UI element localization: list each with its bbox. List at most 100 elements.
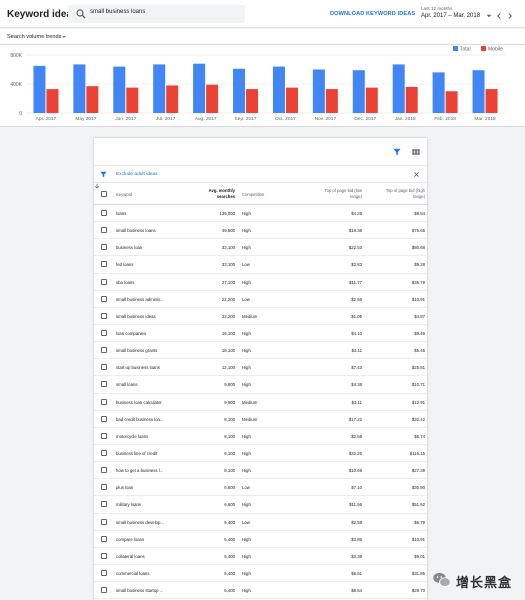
table-row[interactable]: business loan 33,100 High $22.53 $80.68	[94, 239, 427, 257]
dropdown-arrow-icon[interactable]	[61, 34, 67, 40]
keyword-cell: sba loans	[116, 279, 135, 285]
bar-total	[153, 64, 166, 113]
volume-cell: 5,400	[224, 588, 235, 594]
row-checkbox[interactable]	[101, 484, 107, 491]
row-checkbox[interactable]	[101, 347, 107, 354]
volume-cell: 33,100	[221, 262, 235, 268]
bar-mobile	[86, 86, 99, 113]
bid-high-cell: $29.70	[411, 588, 425, 594]
competition-cell: Medium	[242, 416, 258, 422]
bar-mobile	[206, 84, 219, 113]
column-header-bid-low[interactable]: Top of page bid (low range)	[308, 188, 362, 199]
volume-cell: 9,900	[224, 382, 235, 388]
row-checkbox[interactable]	[101, 415, 107, 422]
columns-icon[interactable]	[412, 148, 420, 156]
competition-cell: High	[242, 433, 251, 439]
column-header-keyword[interactable]: Keyword	[116, 192, 133, 197]
table-row[interactable]: loan companies 18,100 High $4.10 $9.49	[94, 325, 427, 343]
bid-low-cell: $7.10	[351, 485, 362, 491]
chevron-down-icon[interactable]	[485, 12, 493, 20]
date-range-value[interactable]: Apr. 2017 – Mar. 2018	[421, 13, 481, 19]
competition-cell: Low	[242, 296, 250, 302]
keyword-cell: business loan	[116, 245, 143, 251]
competition-cell: High	[242, 211, 251, 216]
row-checkbox[interactable]	[101, 278, 107, 285]
table-row[interactable]: small business adminis... 22,200 Low $2.58 $…	[94, 291, 427, 308]
table-row[interactable]: how to get a business l... 8,100 High $10.6…	[94, 462, 427, 480]
column-header-volume[interactable]: Avg. monthly searches	[190, 188, 235, 199]
table-row[interactable]: motorcycle loans 8,100 High $2.58 $8.74	[94, 428, 427, 445]
row-checkbox[interactable]	[101, 312, 107, 319]
row-checkbox[interactable]	[101, 432, 107, 439]
table-row[interactable]: small business grants 18,100 High $3.11 $6.4…	[94, 342, 427, 360]
table-row[interactable]: small business loans 49,500 High $19.36 $75.…	[94, 222, 427, 240]
row-checkbox[interactable]	[101, 449, 107, 456]
table-row[interactable]: small business startup ... 5,400 High $8.54…	[94, 582, 427, 600]
keyword-cell: collateral loans	[116, 553, 145, 559]
table-row[interactable]: sba loans 27,100 High $11.77 $35.78	[94, 274, 427, 291]
bid-high-cell: $9.01	[414, 553, 425, 559]
column-header-bid-high[interactable]: Top of page bid (high range)	[369, 188, 425, 199]
sort-arrow-icon[interactable]	[94, 183, 100, 189]
search-input[interactable]: small business loans	[68, 5, 245, 23]
bar-mobile	[246, 89, 259, 113]
table-row[interactable]: bad credit business loa... 8,100 Medium $17…	[94, 411, 427, 428]
keyword-cell: compare loans	[116, 536, 145, 542]
volume-cell: 8,100	[224, 416, 235, 422]
bar-chart: 0 400K 800K Total Mobile Apr. 2017 May 2017 Jun…	[10, 46, 505, 122]
row-checkbox[interactable]	[101, 381, 107, 388]
row-checkbox[interactable]	[101, 569, 107, 576]
table-row[interactable]: compare loans 5,400 High $3.86 $10.91	[94, 531, 427, 548]
row-checkbox[interactable]	[101, 535, 107, 542]
bar-total	[233, 68, 246, 113]
search-volume-trends-select[interactable]: Search volume trends	[7, 34, 62, 40]
row-checkbox[interactable]	[101, 501, 107, 508]
legend-label: Mobile	[488, 47, 503, 53]
keyword-cell: commercial loans	[116, 570, 150, 576]
row-checkbox[interactable]	[101, 467, 107, 474]
bid-low-cell: $22.53	[348, 245, 362, 251]
row-checkbox[interactable]	[101, 295, 107, 302]
table-row[interactable]: commercial loans 5,400 High $8.61 $31.85	[94, 565, 427, 583]
table-row[interactable]: plus loan 6,600 Low $7.10 $30.90	[94, 479, 427, 497]
row-checkbox[interactable]	[101, 329, 107, 336]
row-checkbox[interactable]	[101, 587, 107, 594]
table-row[interactable]: small business ideas 22,200 Medium $1.05 $4.…	[94, 308, 427, 325]
table-row[interactable]: business loan calculator 9,900 Medium $3.11…	[94, 394, 427, 411]
top-bar: Keyword ideas small business loans DOWNL…	[0, 0, 525, 28]
table-row[interactable]: business line of credit 8,100 High $32.26 $1…	[94, 445, 427, 463]
table-row[interactable]: collateral loans 5,400 High $3.39 $9.01	[94, 548, 427, 565]
row-checkbox[interactable]	[101, 261, 107, 268]
table-row[interactable]: loans 135,000 High $4.28 $8.54	[94, 205, 427, 223]
volume-header-line1: Avg. monthly	[208, 188, 235, 193]
table-row[interactable]: military loans 6,600 High $11.56 $51.62	[94, 496, 427, 514]
bar-mobile	[405, 86, 418, 113]
select-all-checkbox[interactable]	[101, 191, 107, 197]
table-row[interactable]: small business develop... 5,400 Low $2.58 $6…	[94, 514, 427, 531]
bar-total	[193, 63, 206, 113]
row-checkbox[interactable]	[101, 552, 107, 559]
legend-swatch	[453, 46, 458, 51]
row-checkbox[interactable]	[101, 398, 107, 405]
table-row[interactable]: fed loans 33,100 Low $2.83 $9.28	[94, 256, 427, 274]
bid-low-cell: $8.54	[351, 588, 362, 594]
row-checkbox[interactable]	[101, 210, 107, 216]
volume-cell: 18,100	[221, 348, 235, 354]
table-row[interactable]: small loans 9,900 High $4.38 $10.71	[94, 376, 427, 394]
download-keyword-ideas-button[interactable]: DOWNLOAD KEYWORD IDEAS	[330, 11, 416, 17]
row-checkbox[interactable]	[101, 518, 107, 525]
table-row[interactable]: start up business loans 12,100 High $7.43 $2…	[94, 359, 427, 377]
filter-icon[interactable]	[393, 148, 401, 156]
row-checkbox[interactable]	[101, 227, 107, 234]
watermark-text: 增长黑盒	[456, 575, 513, 590]
chevron-left-icon[interactable]	[495, 12, 503, 20]
chevron-right-icon[interactable]	[506, 12, 514, 20]
keyword-cell: how to get a business l...	[116, 468, 164, 474]
row-checkbox[interactable]	[101, 244, 107, 251]
close-icon[interactable]	[413, 171, 420, 178]
column-header-competition[interactable]: Competition	[242, 192, 265, 197]
exclude-adult-ideas-filter[interactable]: Exclude adult ideas	[116, 172, 158, 177]
filter-icon	[100, 171, 107, 178]
bid-low-cell: $10.69	[348, 468, 362, 474]
row-checkbox[interactable]	[101, 364, 107, 371]
